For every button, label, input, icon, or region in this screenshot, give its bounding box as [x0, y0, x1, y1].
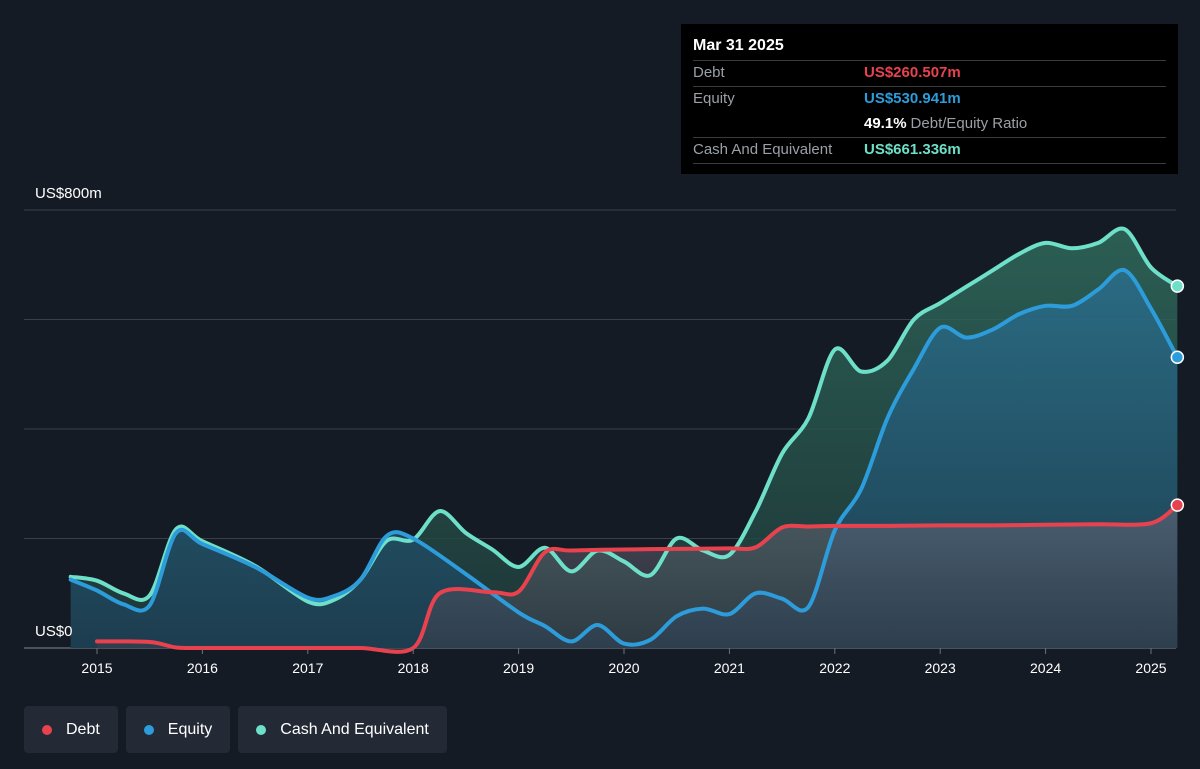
x-tick-label: 2024: [1030, 660, 1061, 676]
legend-item-cash[interactable]: Cash And Equivalent: [238, 706, 447, 753]
debt-dot-icon: [42, 724, 52, 735]
equity-dot-icon: [143, 724, 154, 735]
x-tick-label: 2017: [292, 660, 323, 676]
tooltip-equity-value: US$530.941m: [864, 90, 961, 107]
x-tick-label: 2021: [714, 660, 745, 676]
x-tick-label: 2020: [608, 660, 639, 676]
tooltip-row-ratio: 49.1% Debt/Equity Ratio: [693, 112, 1166, 137]
cash-dot-icon: [256, 724, 267, 735]
series-areas: [70, 228, 1178, 652]
x-tick-label: 2019: [503, 660, 534, 676]
tooltip-row-equity: Equity US$530.941m: [693, 86, 1166, 112]
tooltip-ratio-value: 49.1%: [864, 115, 907, 132]
x-tick-label: 2016: [187, 660, 218, 676]
tooltip-debt-value: US$260.507m: [864, 64, 961, 81]
end-markers: [1170, 279, 1185, 512]
axes: US$0 US$800m 2015 2016 2017 2018 2019 2020 2021 2…: [35, 185, 1167, 676]
legend-item-debt[interactable]: Debt: [24, 706, 118, 753]
tooltip-cash-value: US$661.336m: [864, 141, 961, 158]
tooltip-panel: Mar 31 2025 Debt US$260.507m Equity US$5…: [681, 24, 1178, 174]
x-tick-label: 2025: [1135, 660, 1166, 676]
tooltip-equity-label: Equity: [693, 90, 735, 107]
debt-area: [97, 505, 1178, 652]
series-lines: [68, 226, 1180, 654]
tooltip-ratio-label: Debt/Equity Ratio: [910, 115, 1028, 132]
x-tick-label: 2015: [81, 660, 112, 676]
x-tick-label: 2022: [819, 660, 850, 676]
tooltip-cash-label: Cash And Equivalent: [693, 141, 833, 158]
legend-item-equity[interactable]: Equity: [125, 706, 231, 753]
x-tick-label: 2023: [925, 660, 956, 676]
tooltip-debt-label: Debt: [693, 64, 725, 81]
legend-label-cash: Cash And Equivalent: [280, 720, 429, 738]
tooltip-date: Mar 31 2025: [693, 37, 784, 54]
legend-label-equity: Equity: [167, 720, 213, 738]
y-tick-label: US$0: [35, 623, 73, 640]
x-tick-label: 2018: [398, 660, 429, 676]
debt-line: [95, 503, 1180, 654]
tooltip-row-cash: Cash And Equivalent US$661.336m: [693, 137, 1166, 164]
legend-label-debt: Debt: [66, 720, 100, 738]
equity-end-marker: [1170, 350, 1185, 365]
tooltip-row-debt: Debt US$260.507m: [693, 60, 1166, 86]
debt-equity-chart: US$0 US$800m 2015 2016 2017 2018 2019 2020 2021 2…: [24, 185, 1185, 676]
cash-end-marker: [1170, 279, 1185, 293]
y-tick-label: US$800m: [35, 185, 102, 202]
equity-line: [68, 267, 1180, 647]
debt-end-marker: [1170, 498, 1185, 512]
chart-legend: Debt Equity Cash And Equivalent: [24, 706, 447, 753]
